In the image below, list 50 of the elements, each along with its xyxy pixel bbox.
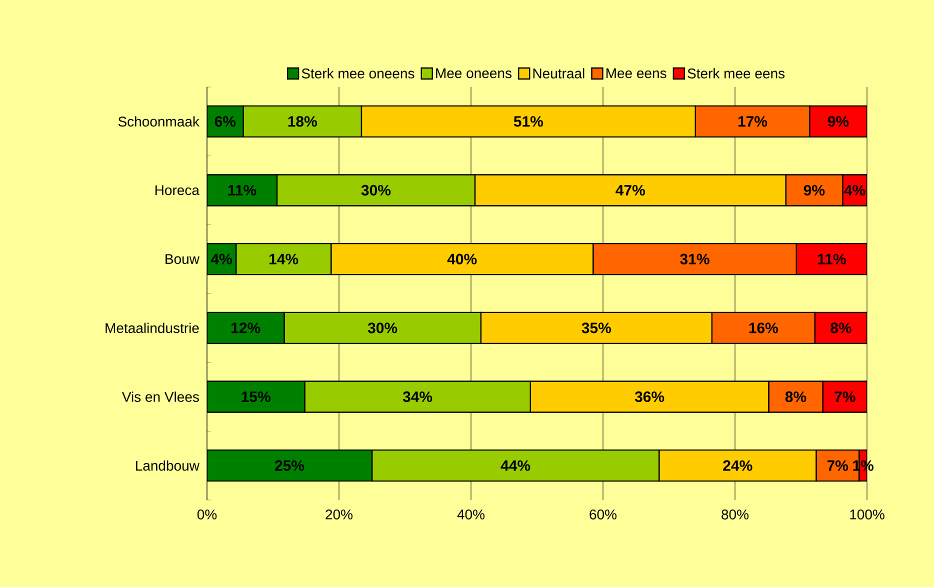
legend-label: Sterk mee eens [688, 68, 785, 78]
legend-label: Mee eens [606, 68, 666, 78]
data-label: 7% [827, 460, 848, 471]
data-label: 17% [738, 116, 768, 127]
y-tick-label: Schoonmaak [118, 116, 200, 127]
bar [207, 449, 373, 482]
bar [207, 380, 306, 413]
data-label: 18% [288, 116, 317, 127]
x-tick-label: 20% [326, 510, 353, 520]
data-label: 31% [680, 254, 710, 264]
legend-label: Neutraal [533, 68, 584, 78]
data-label: 8% [830, 322, 852, 334]
y-tick-label: Bouw [166, 254, 200, 264]
data-label: 40% [447, 254, 477, 264]
data-label: 51% [514, 116, 544, 127]
y-tick-label: Vis en Vlees [122, 392, 199, 402]
data-label: 30% [368, 322, 398, 334]
data-label: 4% [210, 254, 232, 264]
x-tick-label: 0% [197, 510, 217, 520]
data-label: 30% [361, 184, 391, 196]
legend-label: Sterk mee oneens [302, 68, 414, 78]
legend-label: Mee oneens [436, 68, 512, 78]
data-label: 8% [785, 391, 806, 402]
data-label: 11% [228, 184, 256, 196]
x-tick-label: 40% [457, 510, 485, 520]
data-label: 36% [634, 391, 664, 402]
data-label: 16% [749, 322, 778, 334]
data-label: 15% [242, 391, 270, 402]
data-label: 9% [804, 184, 825, 196]
data-label: 44% [500, 460, 530, 471]
x-tick-label: 80% [722, 510, 749, 520]
data-label: 35% [582, 322, 612, 334]
data-label: 7% [834, 391, 856, 402]
data-label: 12% [232, 322, 260, 334]
data-label: 6% [214, 116, 236, 127]
data-label: 47% [616, 184, 646, 196]
bar [207, 312, 285, 344]
x-tick-label: 60% [590, 510, 617, 520]
y-tick-label: Landbouw [136, 460, 200, 471]
y-tick-label: Horeca [155, 185, 200, 196]
data-label: 4% [844, 184, 866, 196]
data-label: 14% [269, 254, 298, 264]
data-label: 34% [402, 391, 432, 402]
bar [796, 242, 868, 276]
data-label: 25% [275, 460, 304, 471]
data-label: 24% [723, 460, 752, 471]
data-label: 11% [818, 254, 846, 264]
x-tick-label: 100% [850, 510, 884, 520]
y-tick-label: Metaalindustrie [106, 322, 199, 334]
data-label: 9% [828, 116, 849, 127]
